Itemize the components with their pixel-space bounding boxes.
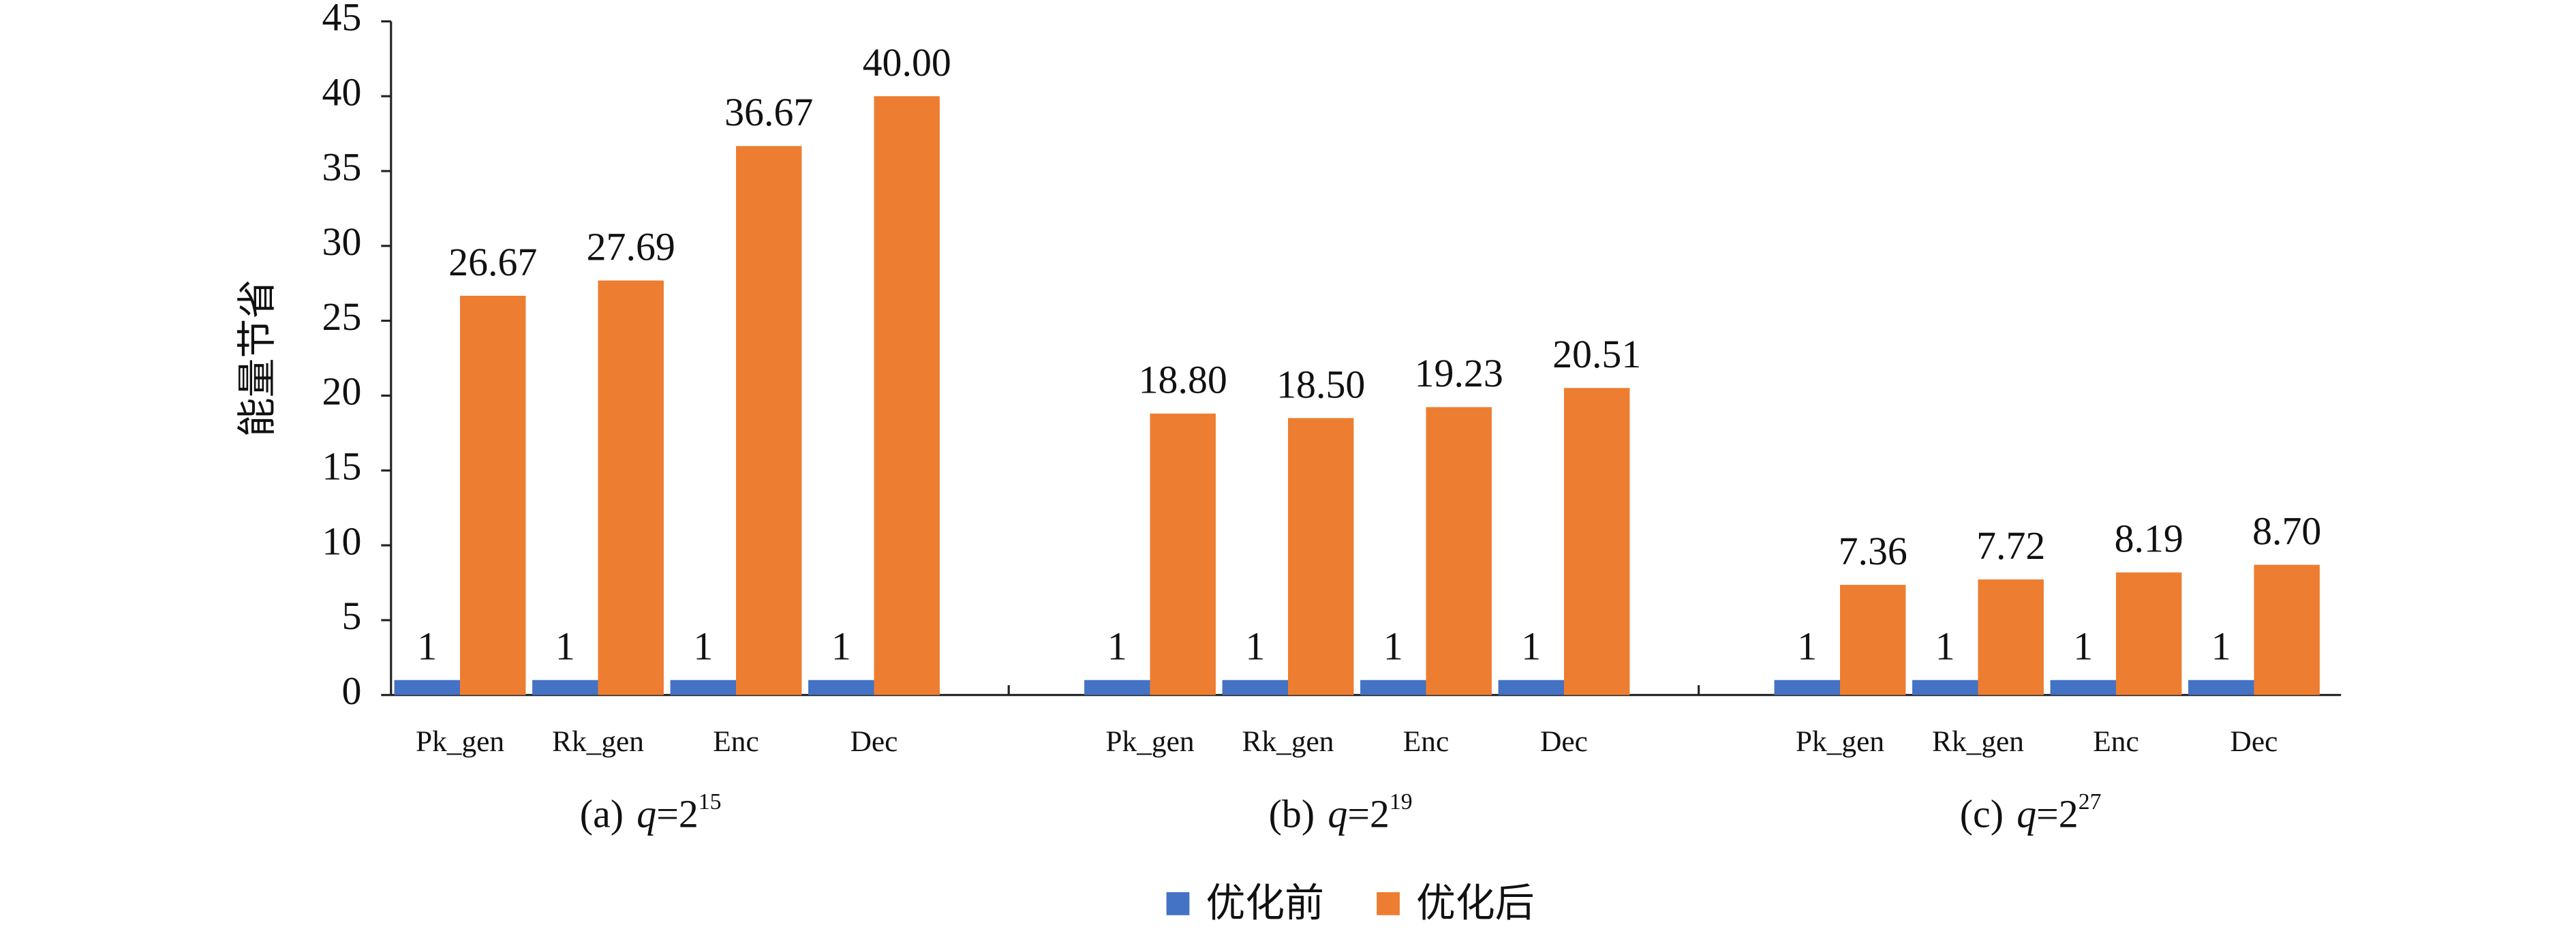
bar	[874, 96, 940, 695]
y-tick-label: 20	[322, 369, 362, 414]
group-letter: (a)	[580, 792, 624, 836]
bar	[2188, 680, 2254, 695]
bar	[394, 680, 461, 695]
x-tick-label: Enc	[2093, 725, 2138, 758]
group-label: (a) q=215	[580, 789, 722, 836]
value-label: 40.00	[863, 40, 951, 85]
y-tick-label: 5	[341, 594, 361, 638]
x-tick-label: Rk_gen	[1242, 725, 1334, 758]
group-variable: q	[1328, 792, 1347, 836]
bar	[1498, 680, 1564, 695]
group-base: =2	[656, 792, 699, 836]
legend-label: 优化后	[1416, 879, 1535, 926]
value-label: 19.23	[1415, 351, 1503, 395]
legend-swatch	[1377, 892, 1400, 915]
x-tick-label: Dec	[2230, 725, 2278, 758]
value-label: 1	[2073, 624, 2093, 669]
value-label: 8.19	[2115, 517, 2183, 561]
group-base: =2	[1347, 792, 1390, 836]
bar	[1084, 680, 1150, 695]
group-exponent: 19	[1390, 789, 1413, 814]
y-tick-label: 35	[322, 144, 362, 189]
bar	[1288, 418, 1354, 695]
bar	[808, 680, 874, 695]
bar	[532, 680, 598, 695]
bar	[2050, 680, 2116, 695]
x-tick-label: Dec	[1540, 725, 1588, 758]
value-label: 1	[831, 624, 851, 669]
y-tick-label: 15	[322, 444, 362, 489]
legend-label: 优化前	[1206, 879, 1324, 926]
value-label: 27.69	[587, 224, 675, 269]
bar	[1839, 585, 1906, 695]
value-label: 7.72	[1976, 523, 2045, 568]
y-tick-label: 40	[322, 70, 362, 114]
y-axis-label: 能量节省	[234, 279, 280, 437]
bar	[1360, 680, 1426, 695]
bar	[460, 295, 526, 695]
value-label: 1	[2211, 624, 2231, 669]
bar	[2115, 572, 2182, 695]
bar	[2254, 564, 2320, 695]
group-exponent: 15	[699, 789, 722, 814]
x-tick-label: Enc	[713, 725, 758, 758]
value-label: 1	[693, 624, 713, 669]
value-label: 1	[1107, 624, 1127, 669]
bar	[670, 680, 737, 695]
value-label: 1	[1521, 624, 1541, 669]
bar	[1978, 579, 2044, 695]
bar	[1563, 388, 1630, 695]
x-tick-label: Pk_gen	[1796, 725, 1884, 758]
bar	[1150, 413, 1216, 695]
y-tick-label: 10	[322, 519, 362, 563]
group-exponent: 27	[2079, 789, 2102, 814]
value-label: 8.70	[2252, 509, 2321, 553]
group-variable: q	[637, 792, 656, 836]
group-base: =2	[2036, 792, 2079, 836]
group-variable: q	[2017, 792, 2036, 836]
bar	[598, 280, 664, 695]
value-label: 1	[1797, 624, 1817, 669]
x-tick-label: Rk_gen	[1932, 725, 2024, 758]
y-tick-label: 30	[322, 219, 362, 264]
bar	[736, 146, 802, 695]
value-label: 18.80	[1139, 358, 1227, 402]
y-tick-label: 45	[322, 0, 362, 40]
x-tick-label: Rk_gen	[552, 725, 644, 758]
y-tick-label: 25	[322, 294, 362, 339]
value-label: 26.67	[448, 240, 537, 284]
group-letter: (c)	[1960, 792, 2004, 836]
x-tick-label: Pk_gen	[1105, 725, 1194, 758]
group-letter: (b)	[1269, 792, 1315, 836]
x-tick-label: Enc	[1403, 725, 1449, 758]
value-label: 1	[555, 624, 575, 669]
value-label: 7.36	[1839, 529, 1907, 573]
value-label: 20.51	[1552, 332, 1641, 376]
x-tick-label: Pk_gen	[416, 725, 504, 758]
value-label: 1	[1245, 624, 1265, 669]
bar	[1426, 407, 1492, 695]
group-label: (b) q=219	[1269, 789, 1413, 836]
value-label: 1	[1935, 624, 1955, 669]
group-label: (c) q=227	[1960, 789, 2102, 836]
value-label: 36.67	[724, 90, 813, 134]
value-label: 1	[417, 624, 437, 669]
value-label: 18.50	[1276, 362, 1365, 406]
bar	[1912, 680, 1978, 695]
value-label: 1	[1383, 624, 1403, 669]
x-tick-label: Dec	[850, 725, 898, 758]
y-tick-label: 0	[341, 669, 361, 713]
bar	[1774, 680, 1840, 695]
legend-swatch	[1166, 892, 1190, 915]
bar	[1222, 680, 1288, 695]
